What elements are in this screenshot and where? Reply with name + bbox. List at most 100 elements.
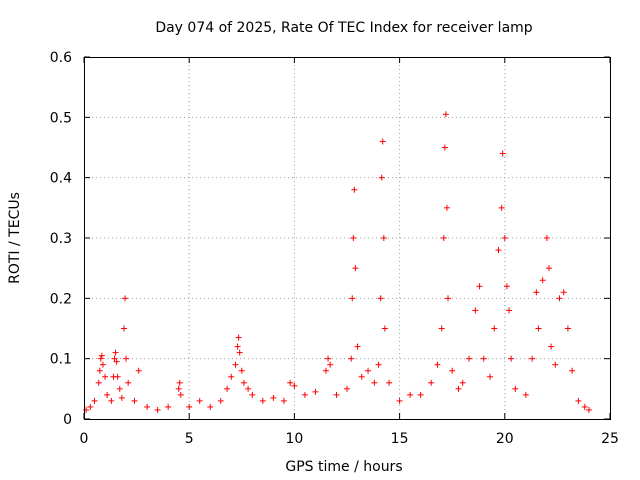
data-point bbox=[434, 361, 441, 368]
x-tick-label: 25 bbox=[601, 431, 619, 447]
data-point bbox=[113, 358, 120, 365]
data-point bbox=[236, 349, 243, 356]
data-point bbox=[350, 235, 357, 241]
data-point bbox=[503, 283, 510, 290]
data-point bbox=[186, 403, 193, 410]
data-point bbox=[575, 397, 582, 404]
data-point bbox=[381, 325, 388, 332]
data-point bbox=[259, 397, 266, 404]
data-point bbox=[444, 295, 451, 302]
data-point bbox=[512, 385, 519, 392]
data-point bbox=[455, 385, 462, 392]
data-point bbox=[196, 397, 203, 404]
data-point bbox=[564, 325, 571, 332]
data-point bbox=[120, 325, 127, 332]
data-point bbox=[543, 235, 550, 241]
data-point bbox=[333, 391, 340, 398]
data-point bbox=[344, 385, 350, 392]
x-tick-label: 0 bbox=[80, 431, 89, 447]
data-point bbox=[480, 355, 487, 362]
data-point bbox=[351, 186, 358, 193]
data-point bbox=[131, 397, 138, 404]
data-point bbox=[378, 174, 385, 181]
data-point bbox=[270, 394, 277, 401]
data-point bbox=[98, 352, 105, 359]
data-point bbox=[466, 355, 473, 362]
y-tick-label: 0 bbox=[63, 412, 72, 428]
data-point bbox=[87, 403, 94, 410]
data-point bbox=[125, 379, 132, 386]
data-point bbox=[377, 295, 384, 302]
data-point bbox=[438, 325, 445, 332]
x-axis-label: GPS time / hours bbox=[285, 459, 402, 475]
data-point bbox=[280, 397, 287, 404]
data-point bbox=[539, 277, 546, 284]
y-axis-label: ROTI / TECUs bbox=[7, 192, 23, 284]
data-point bbox=[501, 235, 508, 241]
data-point bbox=[358, 373, 365, 380]
data-point bbox=[556, 295, 563, 302]
y-tick-label: 0.5 bbox=[50, 110, 72, 126]
data-point bbox=[348, 355, 355, 362]
data-point bbox=[322, 367, 329, 374]
data-point bbox=[396, 397, 403, 404]
plot-frame bbox=[84, 57, 611, 420]
data-point bbox=[417, 391, 424, 398]
data-point bbox=[487, 373, 494, 380]
data-point bbox=[371, 379, 378, 386]
data-point bbox=[352, 265, 359, 272]
data-point bbox=[235, 334, 242, 341]
data-point bbox=[165, 403, 172, 410]
data-point bbox=[291, 382, 298, 389]
data-point bbox=[114, 373, 121, 380]
data-point bbox=[111, 355, 118, 362]
data-point bbox=[99, 361, 106, 368]
y-tick-label: 0.3 bbox=[50, 231, 72, 247]
data-point bbox=[548, 343, 555, 350]
data-point bbox=[108, 397, 115, 404]
data-point bbox=[249, 391, 256, 398]
data-point bbox=[104, 391, 111, 398]
data-point bbox=[442, 111, 449, 118]
data-point bbox=[365, 367, 372, 374]
data-point bbox=[443, 204, 450, 211]
axis-ticks: 0 5 10 15 20 25 0 0.1 0.2 0.3 0.4 0.5 0.6 bbox=[50, 50, 619, 447]
data-point bbox=[522, 391, 529, 398]
x-tick-label: 20 bbox=[496, 431, 514, 447]
data-point bbox=[560, 289, 567, 296]
data-point bbox=[508, 355, 515, 362]
data-point bbox=[325, 355, 332, 362]
data-point bbox=[375, 361, 382, 368]
data-point bbox=[529, 355, 536, 362]
data-point bbox=[112, 349, 119, 356]
data-point bbox=[441, 144, 448, 151]
data-point bbox=[301, 391, 308, 398]
chart-title: Day 074 of 2025, Rate Of TEC Index for r… bbox=[155, 20, 532, 36]
data-point bbox=[217, 397, 224, 404]
data-point bbox=[177, 391, 184, 398]
x-tick-label: 5 bbox=[185, 431, 194, 447]
data-point bbox=[95, 379, 102, 386]
y-tick-label: 0.4 bbox=[50, 171, 72, 187]
data-point bbox=[472, 307, 479, 314]
data-point bbox=[238, 367, 245, 374]
data-point bbox=[176, 379, 183, 386]
data-point bbox=[327, 361, 334, 368]
data-point bbox=[245, 385, 252, 392]
data-point bbox=[545, 265, 552, 272]
data-point bbox=[380, 235, 387, 241]
grid-lines bbox=[84, 57, 610, 419]
data-point bbox=[428, 379, 435, 386]
data-point bbox=[234, 343, 241, 350]
data-point bbox=[175, 385, 182, 392]
data-points bbox=[83, 111, 592, 413]
data-point bbox=[102, 373, 109, 380]
data-point bbox=[135, 367, 142, 374]
data-point bbox=[459, 379, 466, 386]
data-point bbox=[287, 379, 294, 386]
data-point bbox=[449, 367, 456, 374]
data-point bbox=[533, 289, 540, 296]
data-point bbox=[116, 385, 123, 392]
data-point bbox=[154, 406, 161, 413]
